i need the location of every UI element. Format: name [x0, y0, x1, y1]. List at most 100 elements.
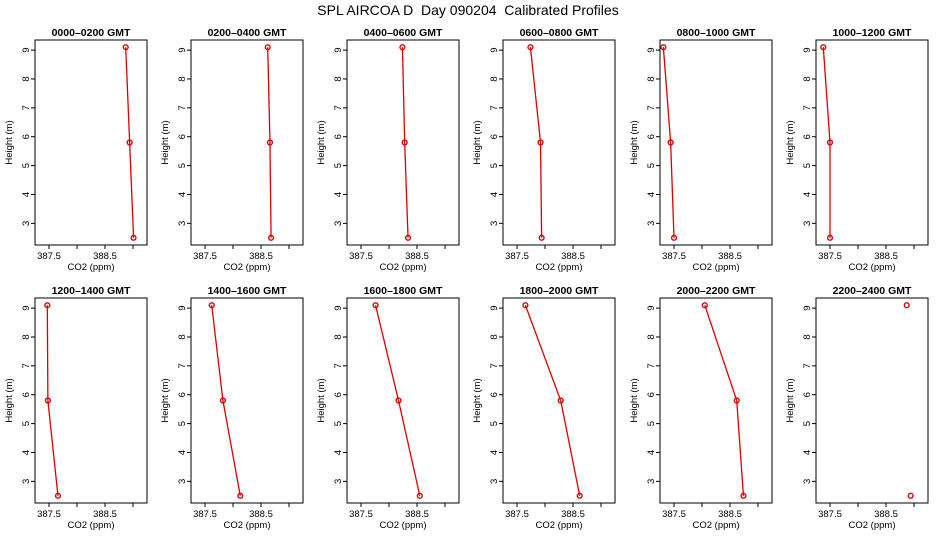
data-point [208, 302, 215, 309]
data-point [820, 44, 827, 51]
y-tick-label: 7 [802, 363, 813, 368]
y-tick-label: 3 [802, 221, 813, 226]
profile-line-segment [539, 142, 543, 238]
data-point [660, 44, 667, 51]
data-point [264, 44, 271, 51]
plot-frame [190, 297, 304, 504]
y-axis-label: Height (m) [316, 378, 327, 422]
data-point [266, 139, 274, 146]
x-tick-label: 387.5 [662, 509, 686, 520]
profile-line-segment [560, 400, 581, 496]
data-point [372, 302, 379, 309]
profile-line-segment [125, 47, 131, 143]
profile-line-segment [47, 400, 59, 496]
data-point [527, 44, 534, 51]
y-tick-label: 3 [333, 479, 344, 484]
data-point [416, 492, 423, 499]
y-tick-label: 8 [177, 76, 188, 81]
data-point [401, 139, 408, 146]
panel: 0600–0800 GMT 387.5 388.5 3 4 5 6 7 8 9 CO2 (ppm) H… [472, 27, 616, 273]
y-tick-label: 7 [177, 105, 188, 110]
y-axis-label: Height (m) [316, 120, 327, 164]
profile-line-segment [669, 142, 675, 238]
y-tick-label: 8 [646, 76, 657, 81]
y-tick-label: 5 [177, 163, 188, 168]
data-point [130, 234, 137, 241]
panel: 0400–0600 GMT 387.5 388.5 3 4 5 6 7 8 9 CO2 (ppm) H… [316, 27, 460, 273]
y-tick-label: 4 [333, 192, 344, 197]
y-tick-label: 9 [802, 47, 813, 52]
x-tick-label: 388.5 [874, 509, 898, 520]
x-axis-label: CO2 (ppm) [536, 262, 583, 273]
y-tick-label: 3 [646, 221, 657, 226]
plot-frame [34, 297, 148, 504]
y-tick-label: 9 [21, 47, 32, 52]
panel-title: 0200–0400 GMT [208, 27, 287, 39]
data-point [826, 234, 834, 241]
data-point [826, 139, 834, 146]
data-point [740, 492, 747, 499]
x-tick-label: 388.5 [718, 251, 742, 262]
y-tick-label: 9 [333, 305, 344, 310]
y-tick-label: 6 [177, 392, 188, 397]
y-tick-label: 6 [21, 392, 32, 397]
x-axis-label: CO2 (ppm) [224, 262, 271, 273]
x-tick-label: 387.5 [349, 251, 373, 262]
y-tick-label: 8 [21, 76, 32, 81]
x-tick-label: 388.5 [93, 251, 117, 262]
panel-title: 0400–0600 GMT [364, 27, 443, 39]
x-axis-label: CO2 (ppm) [849, 520, 896, 531]
x-tick-label: 388.5 [561, 251, 585, 262]
plot-frame [346, 39, 460, 246]
panel: 0800–1000 GMT 387.5 388.5 3 4 5 6 7 8 9 CO2 (ppm) H… [629, 27, 773, 273]
data-point [404, 234, 412, 241]
x-tick-label: 387.5 [37, 509, 61, 520]
x-tick-label: 388.5 [249, 251, 273, 262]
x-axis-label: CO2 (ppm) [693, 262, 740, 273]
plot-frame [346, 297, 460, 504]
y-tick-label: 7 [333, 363, 344, 368]
y-tick-label: 5 [333, 421, 344, 426]
profile-line-segment [267, 47, 271, 143]
y-tick-label: 4 [333, 450, 344, 455]
y-tick-label: 7 [489, 105, 500, 110]
y-tick-label: 3 [489, 221, 500, 226]
x-tick-label: 387.5 [37, 251, 61, 262]
panel-title: 0000–0200 GMT [52, 27, 131, 39]
data-point [54, 492, 62, 499]
x-tick-label: 387.5 [193, 509, 217, 520]
data-point [395, 397, 402, 404]
data-point [122, 44, 129, 51]
y-tick-label: 5 [21, 421, 32, 426]
x-axis-label: CO2 (ppm) [224, 520, 271, 531]
y-tick-label: 6 [646, 134, 657, 139]
plot-frame [815, 39, 929, 246]
y-tick-label: 4 [646, 192, 657, 197]
y-tick-label: 8 [489, 334, 500, 339]
y-tick-label: 5 [489, 163, 500, 168]
y-tick-label: 7 [333, 105, 344, 110]
panel: 2000–2200 GMT 387.5 388.5 3 4 5 6 7 8 9 CO2 (ppm) H… [629, 285, 773, 531]
profile-line-segment [524, 304, 562, 401]
y-tick-label: 7 [177, 363, 188, 368]
x-tick-label: 388.5 [874, 251, 898, 262]
profile-line-segment [128, 142, 135, 238]
profile-line-segment [662, 47, 672, 143]
y-axis-label: Height (m) [160, 120, 171, 164]
x-axis-label: CO2 (ppm) [849, 262, 896, 273]
y-tick-label: 8 [333, 76, 344, 81]
figure-title: SPL AIRCOA D Day 090204 Calibrated Profi… [317, 2, 619, 18]
x-tick-label: 387.5 [505, 509, 529, 520]
data-point [538, 234, 545, 241]
profile-line-segment [269, 142, 272, 238]
y-axis-label: Height (m) [472, 378, 483, 422]
y-tick-label: 3 [21, 221, 32, 226]
data-point [903, 302, 910, 309]
y-axis-label: Height (m) [160, 378, 171, 422]
plot-frame [502, 39, 616, 246]
x-tick-label: 388.5 [561, 509, 585, 520]
y-tick-label: 5 [177, 421, 188, 426]
x-tick-label: 387.5 [818, 509, 842, 520]
y-tick-label: 8 [21, 334, 32, 339]
profile-line-segment [404, 142, 409, 238]
